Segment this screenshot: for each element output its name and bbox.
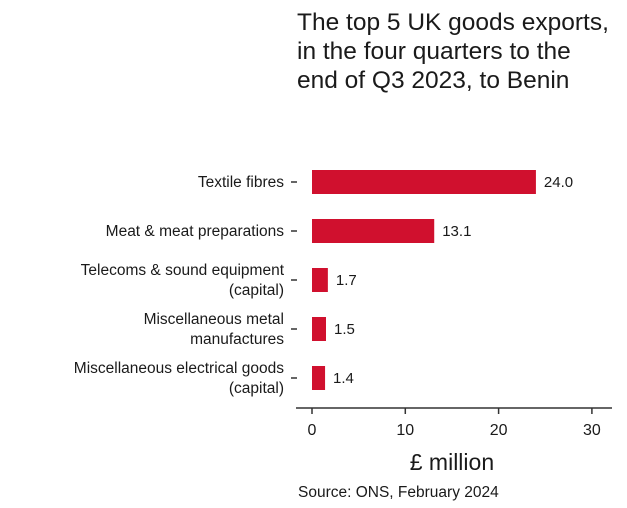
source-note: Source: ONS, February 2024	[298, 484, 499, 501]
bar	[312, 268, 328, 292]
value-label: 24.0	[544, 174, 573, 191]
category-label: Miscellaneous electrical goods	[74, 360, 284, 377]
value-label: 1.7	[336, 272, 357, 289]
x-tick-label: 0	[308, 422, 317, 439]
value-label: 1.5	[334, 321, 355, 338]
category-label: (capital)	[229, 380, 284, 397]
value-label: 13.1	[442, 223, 471, 240]
x-axis-title: £ million	[410, 449, 494, 475]
bar	[312, 366, 326, 390]
chart-title: The top 5 UK goods exports, in the four …	[297, 9, 609, 94]
x-tick-label: 30	[583, 422, 601, 439]
x-tick-label: 20	[490, 422, 508, 439]
category-label: Meat & meat preparations	[106, 223, 285, 240]
bar	[312, 170, 536, 194]
bar	[312, 317, 326, 341]
category-label: (capital)	[229, 282, 284, 299]
category-label: Miscellaneous metal	[144, 311, 284, 328]
category-label: Telecoms & sound equipment	[81, 262, 285, 279]
x-tick-label: 10	[396, 422, 414, 439]
category-label: Textile fibres	[198, 174, 284, 191]
value-label: 1.4	[333, 370, 354, 387]
bar	[312, 219, 435, 243]
category-label: manufactures	[190, 331, 284, 348]
